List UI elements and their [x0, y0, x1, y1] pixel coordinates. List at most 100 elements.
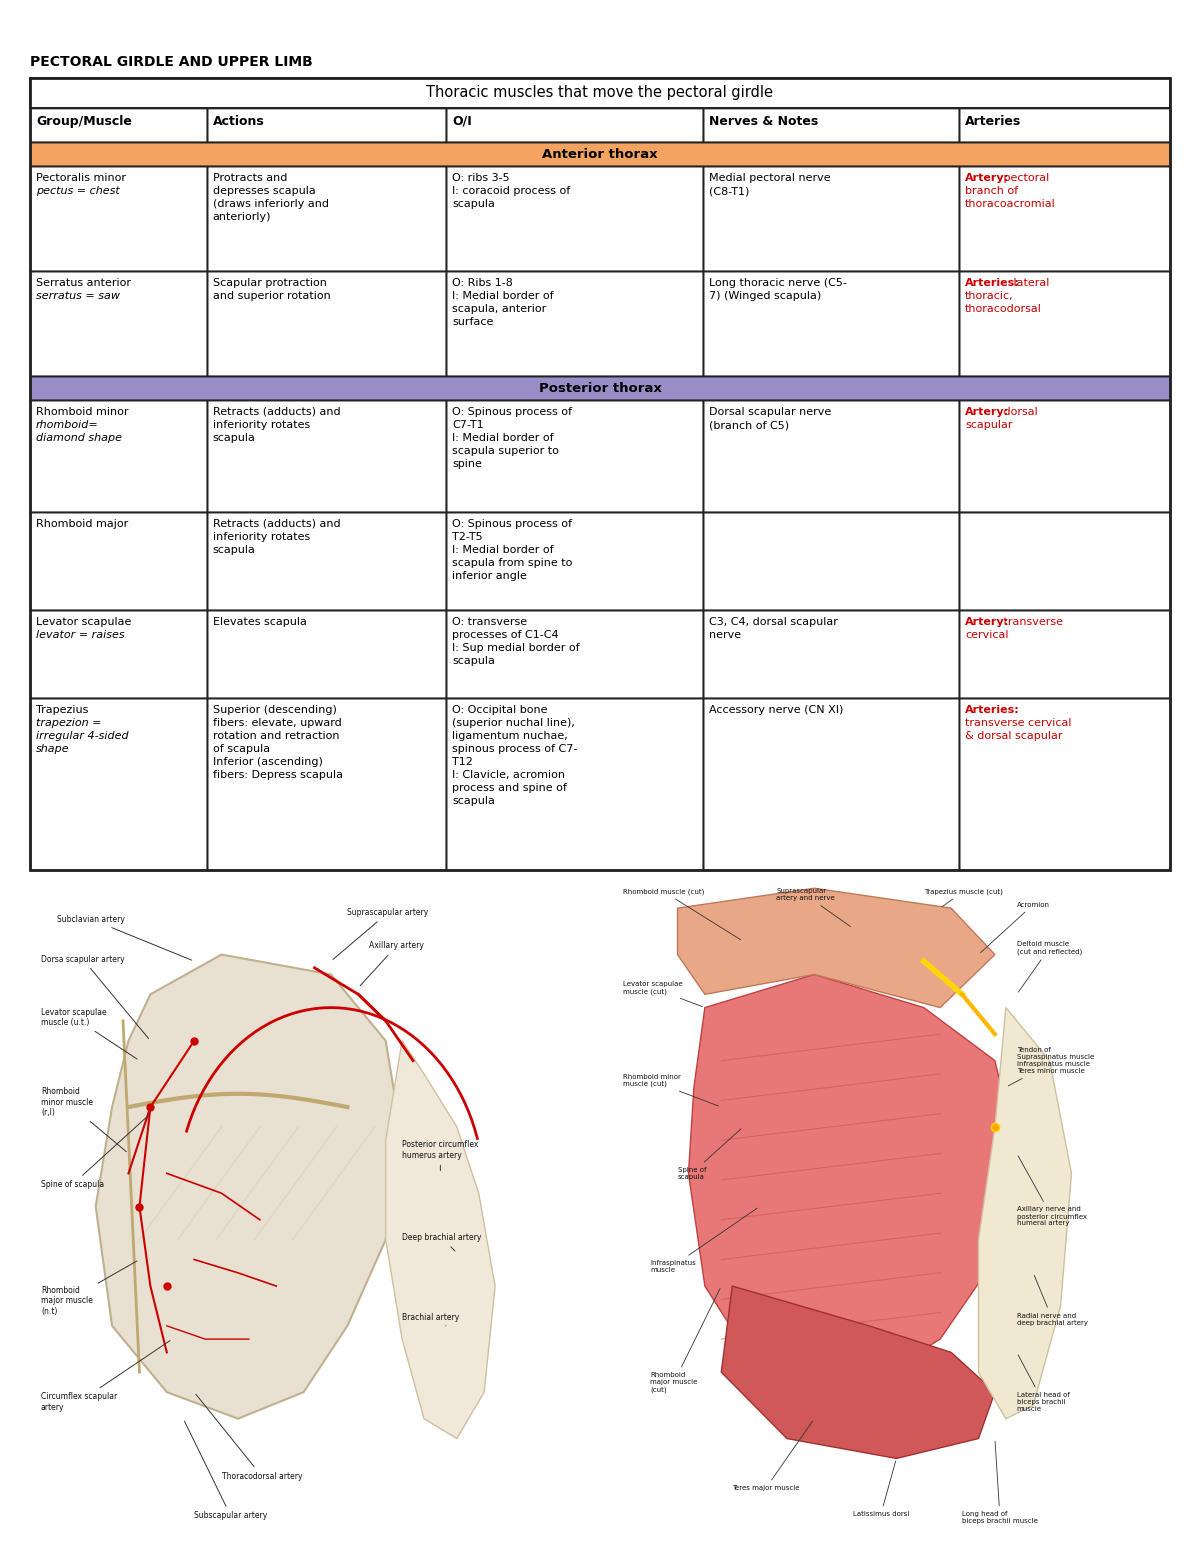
- Text: I: coracoid process of: I: coracoid process of: [452, 186, 570, 196]
- Text: Spine of
scapula: Spine of scapula: [678, 1129, 742, 1180]
- Text: Spine of scapula: Spine of scapula: [41, 1115, 149, 1190]
- Text: Nerves & Notes: Nerves & Notes: [708, 115, 818, 127]
- Bar: [206, 697, 446, 870]
- Bar: [206, 166, 446, 272]
- Text: Lateral head of
biceps brachii
muscle: Lateral head of biceps brachii muscle: [1016, 1354, 1069, 1412]
- Bar: [206, 610, 446, 697]
- Text: Elevates scapula: Elevates scapula: [212, 617, 306, 627]
- Text: Rhomboid
minor muscle
(r,l): Rhomboid minor muscle (r,l): [41, 1087, 126, 1152]
- Text: branch of: branch of: [965, 186, 1019, 196]
- Bar: [959, 610, 1170, 697]
- Text: thoracodorsal: thoracodorsal: [965, 304, 1042, 314]
- Bar: [206, 512, 446, 610]
- Text: Rhomboid
major muscle
(n.t): Rhomboid major muscle (n.t): [41, 1261, 137, 1315]
- Text: Dorsa scapular artery: Dorsa scapular artery: [41, 955, 149, 1039]
- Text: inferiority rotates: inferiority rotates: [212, 533, 310, 542]
- Text: inferior angle: inferior angle: [452, 572, 527, 581]
- Text: nerve: nerve: [708, 631, 740, 640]
- Bar: [30, 697, 206, 870]
- Bar: [702, 610, 959, 697]
- Bar: [702, 697, 959, 870]
- Text: ligamentum nuchae,: ligamentum nuchae,: [452, 731, 568, 741]
- Text: Infraspinatus
muscle: Infraspinatus muscle: [650, 1208, 757, 1272]
- Text: fibers: elevate, upward: fibers: elevate, upward: [212, 717, 342, 728]
- Text: Suprascapular
artery and nerve: Suprascapular artery and nerve: [776, 888, 851, 927]
- Text: PECTORAL GIRDLE AND UPPER LIMB: PECTORAL GIRDLE AND UPPER LIMB: [30, 54, 313, 68]
- Text: Axillary nerve and
posterior circumflex
humeral artery: Axillary nerve and posterior circumflex …: [1016, 1155, 1087, 1227]
- Text: pectoral: pectoral: [1000, 172, 1049, 183]
- Bar: [30, 401, 206, 512]
- Polygon shape: [96, 955, 402, 1418]
- Bar: [30, 610, 206, 697]
- Text: lateral: lateral: [1009, 278, 1049, 287]
- Text: C3, C4, dorsal scapular: C3, C4, dorsal scapular: [708, 617, 838, 627]
- Bar: [206, 697, 446, 870]
- Bar: [446, 166, 702, 272]
- Text: Levator scapulae
muscle (cut): Levator scapulae muscle (cut): [623, 981, 702, 1006]
- Text: T2-T5: T2-T5: [452, 533, 482, 542]
- Text: Levator scapulae
muscle (u.t.): Levator scapulae muscle (u.t.): [41, 1008, 137, 1059]
- Bar: [30, 512, 206, 610]
- Bar: [446, 512, 702, 610]
- Bar: [702, 166, 959, 272]
- Bar: [702, 272, 959, 376]
- Text: C7-T1: C7-T1: [452, 419, 484, 430]
- Bar: [959, 512, 1170, 610]
- Text: O: Spinous process of: O: Spinous process of: [452, 519, 572, 530]
- Text: Arteries: Arteries: [965, 115, 1021, 127]
- Text: Arteries:: Arteries:: [965, 705, 1020, 714]
- Text: Accessory nerve (CN XI): Accessory nerve (CN XI): [708, 705, 842, 714]
- Bar: [959, 166, 1170, 272]
- Text: Long thoracic nerve (C5-: Long thoracic nerve (C5-: [708, 278, 846, 287]
- Text: Thoracic muscles that move the pectoral girdle: Thoracic muscles that move the pectoral …: [426, 85, 774, 101]
- Bar: [30, 141, 1170, 166]
- Polygon shape: [678, 888, 995, 1008]
- Bar: [206, 166, 446, 272]
- Text: Deep brachial artery: Deep brachial artery: [402, 1233, 481, 1250]
- Bar: [702, 401, 959, 512]
- Bar: [30, 109, 206, 141]
- Bar: [702, 109, 959, 141]
- Bar: [446, 697, 702, 870]
- Text: Rhomboid minor: Rhomboid minor: [36, 407, 128, 418]
- Text: trapezion =: trapezion =: [36, 717, 102, 728]
- Text: depresses scapula: depresses scapula: [212, 186, 316, 196]
- Bar: [30, 166, 206, 272]
- Text: Teres major muscle: Teres major muscle: [732, 1421, 812, 1491]
- Bar: [30, 78, 1170, 870]
- Text: Retracts (adducts) and: Retracts (adducts) and: [212, 519, 341, 530]
- Text: scapula from spine to: scapula from spine to: [452, 558, 572, 568]
- Text: spinous process of C7-: spinous process of C7-: [452, 744, 577, 755]
- Text: serratus = saw: serratus = saw: [36, 290, 120, 301]
- Bar: [206, 272, 446, 376]
- Text: scapula, anterior: scapula, anterior: [452, 304, 546, 314]
- Text: Trapezius: Trapezius: [36, 705, 89, 714]
- Text: 7) (Winged scapula): 7) (Winged scapula): [708, 290, 821, 301]
- Bar: [959, 109, 1170, 141]
- Bar: [702, 166, 959, 272]
- Text: dorsal: dorsal: [1000, 407, 1038, 418]
- Bar: [206, 512, 446, 610]
- Text: I: Clavicle, acromion: I: Clavicle, acromion: [452, 770, 565, 780]
- Text: irregular 4-sided: irregular 4-sided: [36, 731, 128, 741]
- Text: Group/Muscle: Group/Muscle: [36, 115, 132, 127]
- Text: Long head of
biceps brachii muscle: Long head of biceps brachii muscle: [962, 1441, 1038, 1525]
- Bar: [702, 272, 959, 376]
- Text: (draws inferiorly and: (draws inferiorly and: [212, 199, 329, 210]
- Bar: [702, 512, 959, 610]
- Text: O: Ribs 1-8: O: Ribs 1-8: [452, 278, 512, 287]
- Bar: [446, 512, 702, 610]
- Text: O: Spinous process of: O: Spinous process of: [452, 407, 572, 418]
- Text: Brachial artery: Brachial artery: [402, 1312, 460, 1326]
- Text: transverse cervical: transverse cervical: [965, 717, 1072, 728]
- Text: Suprascapular artery: Suprascapular artery: [334, 909, 428, 960]
- Bar: [30, 376, 1170, 401]
- Polygon shape: [385, 1041, 496, 1438]
- Bar: [959, 610, 1170, 697]
- Text: surface: surface: [452, 317, 493, 328]
- Text: Artery:: Artery:: [965, 407, 1009, 418]
- Text: Rhomboid
major muscle
(cut): Rhomboid major muscle (cut): [650, 1289, 720, 1393]
- Text: fibers: Depress scapula: fibers: Depress scapula: [212, 770, 343, 780]
- Bar: [446, 401, 702, 512]
- Bar: [959, 109, 1170, 141]
